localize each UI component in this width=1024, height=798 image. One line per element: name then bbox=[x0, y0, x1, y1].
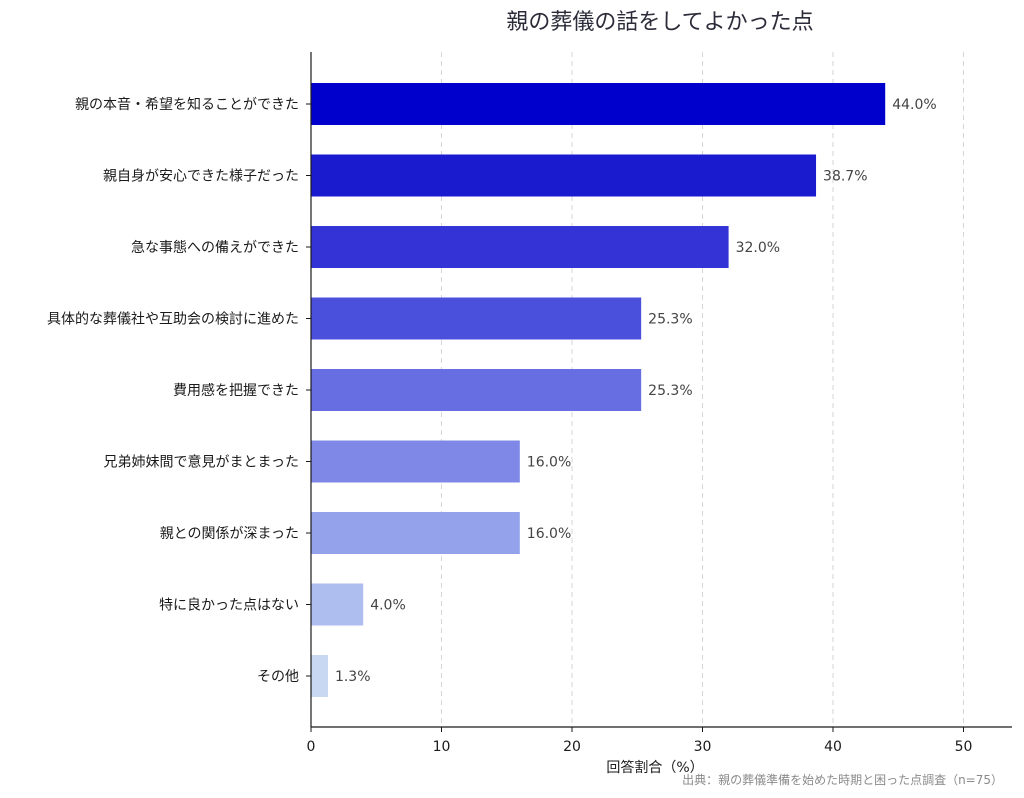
value-label: 16.0% bbox=[527, 455, 571, 471]
x-tick-label: 50 bbox=[955, 739, 973, 755]
category-label: その他 bbox=[257, 669, 299, 685]
value-labels: 44.0% 38.7% 32.0% 25.3% 25.3% 16.0% 16.0% 4.0% 1… bbox=[335, 97, 937, 685]
category-label: 親との関係が深まった bbox=[160, 526, 299, 542]
x-tick-label: 10 bbox=[433, 739, 451, 755]
bars-layer bbox=[311, 83, 886, 697]
value-label: 44.0% bbox=[892, 97, 936, 113]
source-note: 出典：親の葬儀準備を始めた時期と困った点調査（n=75） bbox=[682, 772, 1003, 787]
category-label: 費用感を把握できた bbox=[173, 382, 299, 399]
value-label: 25.3% bbox=[648, 312, 692, 328]
value-label: 4.0% bbox=[370, 598, 406, 614]
value-label: 1.3% bbox=[335, 669, 371, 685]
category-label: 親自身が安心できた様子だった bbox=[103, 169, 299, 185]
x-tick-label: 0 bbox=[307, 739, 316, 755]
bar bbox=[311, 512, 520, 554]
category-labels: 親の本音・希望を知ることができた親自身が安心できた様子だった急な事態への備えがで… bbox=[47, 96, 311, 685]
category-label: 具体的な葬儀社や互助会の検討に進めた bbox=[47, 312, 299, 328]
bar bbox=[311, 440, 520, 483]
bar bbox=[311, 297, 642, 340]
value-label: 25.3% bbox=[648, 383, 692, 399]
x-tick-label: 40 bbox=[824, 739, 842, 755]
chart-title: 親の葬儀の話をしてよかった点 bbox=[506, 10, 813, 35]
value-label: 38.7% bbox=[823, 169, 867, 185]
axes-layer bbox=[310, 52, 1012, 728]
value-label: 32.0% bbox=[736, 240, 780, 256]
value-label: 16.0% bbox=[527, 526, 571, 542]
bar bbox=[311, 369, 642, 411]
x-axis-title: 回答割合（%） bbox=[606, 759, 703, 776]
category-label: 親の本音・希望を知ることができた bbox=[75, 96, 299, 113]
bar bbox=[311, 655, 328, 697]
bar bbox=[311, 583, 364, 626]
category-label: 特に良かった点はない bbox=[159, 598, 299, 614]
x-tick-label: 20 bbox=[563, 739, 581, 755]
bar bbox=[311, 83, 886, 125]
bar bbox=[311, 226, 729, 268]
x-tick-labels: 0 10 20 30 40 50 bbox=[307, 727, 973, 755]
category-label: 急な事態への備えができた bbox=[131, 240, 299, 256]
category-label: 兄弟姉妹間で意見がまとまった bbox=[104, 454, 299, 471]
bar bbox=[311, 154, 817, 197]
x-tick-label: 30 bbox=[694, 739, 712, 755]
